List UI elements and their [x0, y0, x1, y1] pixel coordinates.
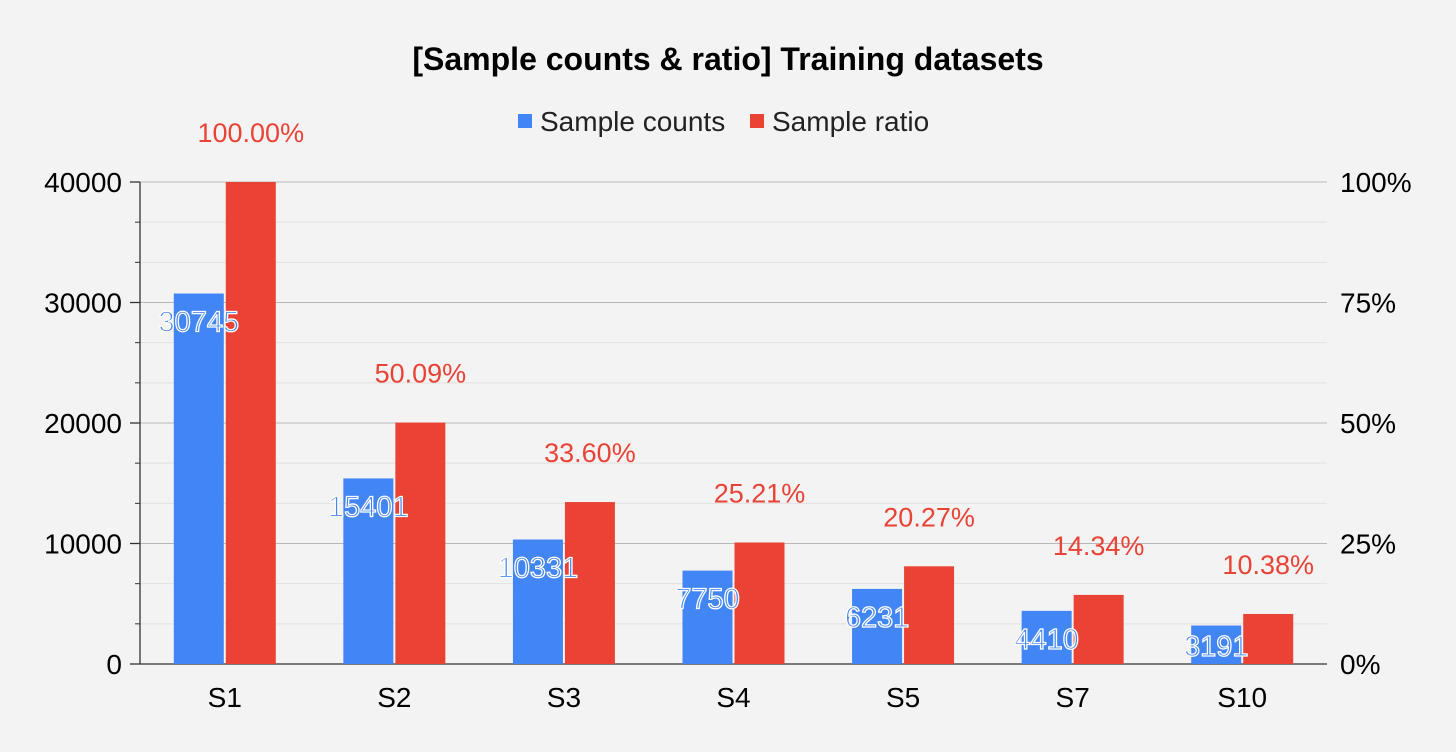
data-label-sample-counts: 6231: [845, 602, 910, 634]
legend-swatch-counts: [518, 114, 532, 128]
left-axis: 0 10000 20000 30000 40000: [44, 167, 141, 680]
data-label-sample-counts: 4410: [1014, 624, 1079, 656]
data-label-sample-counts: 3191: [1184, 631, 1249, 663]
category-label: S4: [716, 682, 750, 713]
right-tick-label: 100%: [1340, 167, 1412, 198]
right-tick-label: 75%: [1340, 288, 1396, 319]
category-label: S2: [377, 682, 411, 713]
category-label: S7: [1056, 682, 1090, 713]
data-label-sample-counts: 10331: [498, 553, 579, 585]
data-label-sample-ratio: 50.09%: [375, 359, 467, 389]
bar-sample-ratio: [225, 182, 276, 664]
gridlines: [140, 181, 1327, 665]
bar-sample-ratio: [1243, 613, 1294, 664]
bar-sample-counts: [1191, 625, 1242, 664]
data-label-sample-counts: 7750: [675, 584, 740, 616]
data-label-sample-counts: 15401: [328, 491, 409, 523]
legend-label-counts: Sample counts: [540, 106, 725, 137]
bar-sample-ratio: [395, 422, 446, 664]
bar-sample-counts: [173, 293, 224, 664]
left-tick-label: 40000: [44, 167, 122, 198]
right-tick-label: 25%: [1340, 529, 1396, 560]
right-tick-label: 50%: [1340, 408, 1396, 439]
data-labels: 30745 100.00% 15401 50.09% 10331 33.60% 7750 25…: [158, 118, 1314, 664]
data-label-sample-ratio: 100.00%: [197, 118, 304, 148]
bar-sample-counts: [1021, 610, 1072, 664]
left-tick-label: 30000: [44, 288, 122, 319]
bar-sample-ratio: [904, 566, 955, 664]
left-tick-label: 20000: [44, 408, 122, 439]
bar-sample-ratio: [564, 502, 615, 664]
right-axis: 0% 25% 50% 75% 100%: [1340, 167, 1412, 680]
category-label: S3: [547, 682, 581, 713]
data-label-sample-ratio: 25.21%: [714, 478, 806, 508]
legend-label-ratio: Sample ratio: [772, 106, 929, 137]
bar-sample-ratio: [1073, 594, 1124, 664]
bar-sample-ratio: [734, 542, 785, 664]
left-tick-label: 0: [106, 649, 122, 680]
data-label-sample-ratio: 20.27%: [883, 502, 975, 532]
data-label-sample-ratio: 14.34%: [1053, 531, 1145, 561]
data-label-sample-ratio: 10.38%: [1222, 550, 1314, 580]
data-label-sample-ratio: 33.60%: [544, 438, 636, 468]
category-label: S1: [208, 682, 242, 713]
chart-title: [Sample counts & ratio] Training dataset…: [412, 41, 1043, 77]
category-label: S10: [1217, 682, 1267, 713]
legend-swatch-ratio: [750, 114, 764, 128]
left-tick-label: 10000: [44, 529, 122, 560]
bars: [173, 182, 1294, 664]
data-label-sample-counts: 30745: [158, 307, 239, 339]
right-tick-label: 0%: [1340, 649, 1380, 680]
bar-sample-counts: [343, 478, 394, 664]
bar-sample-counts: [852, 588, 903, 664]
legend: Sample counts Sample ratio: [518, 106, 929, 137]
bar-sample-counts: [682, 570, 733, 664]
category-label: S5: [886, 682, 920, 713]
bar-sample-counts: [512, 539, 563, 664]
category-axis: S1 S2 S3 S4 S5 S7 S10: [208, 682, 1267, 713]
